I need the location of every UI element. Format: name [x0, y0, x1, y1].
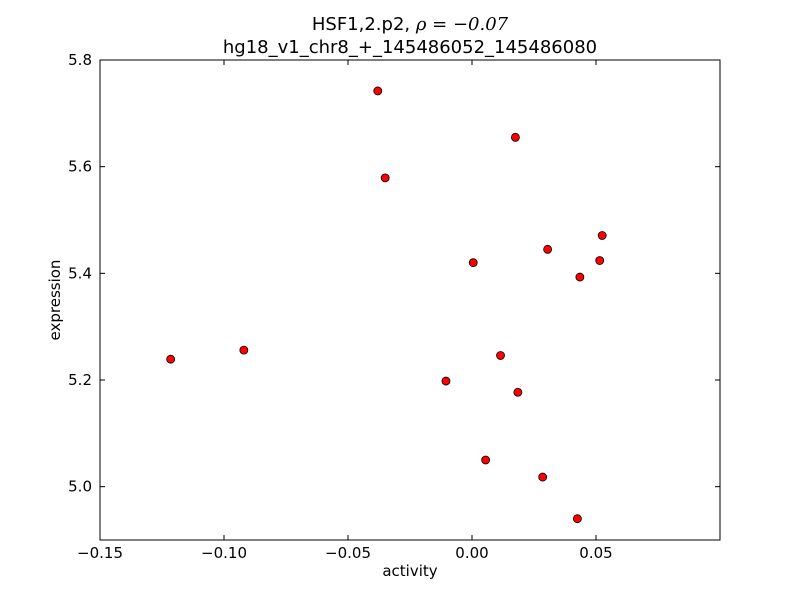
data-point: [573, 514, 582, 524]
x-tick-label: −0.05: [325, 544, 371, 562]
data-point: [575, 272, 585, 282]
y-tick-label: 5.2: [68, 371, 92, 389]
data-point: [441, 376, 451, 386]
data-point: [543, 244, 553, 254]
chart-title-rho: ρ = −0.07: [415, 14, 509, 35]
data-point: [166, 354, 176, 364]
data-point: [239, 345, 249, 355]
chart-title-prefix: HSF1,2.p2,: [312, 14, 416, 35]
x-tick-label: −0.10: [201, 544, 247, 562]
chart-title: HSF1,2.p2, ρ = −0.07: [312, 14, 509, 35]
y-axis-label: expression: [46, 260, 64, 341]
chart-subtitle: hg18_v1_chr8_+_145486052_145486080: [223, 37, 597, 58]
y-axis-ticks: 5.0 5.2 5.4 5.6 5.8: [68, 51, 720, 496]
data-point: [511, 132, 520, 142]
data-point: [468, 258, 478, 268]
x-axis-ticks: −0.15 −0.10 −0.05 0.00 0.05: [77, 60, 613, 562]
x-tick-label: −0.15: [77, 544, 123, 562]
x-tick-label: 0.05: [579, 544, 612, 562]
data-point: [481, 455, 491, 465]
data-point: [373, 86, 383, 96]
x-axis-label: activity: [382, 562, 437, 580]
x-tick-label: 0.00: [455, 544, 488, 562]
y-tick-label: 5.0: [68, 478, 92, 496]
data-point: [597, 231, 607, 240]
y-tick-label: 5.4: [68, 264, 92, 282]
y-tick-label: 5.8: [68, 51, 92, 69]
data-point: [595, 256, 605, 265]
plot-area: [99, 59, 721, 541]
data-point: [380, 173, 390, 183]
y-tick-label: 5.6: [68, 158, 92, 176]
data-point: [513, 387, 523, 397]
data-points: [166, 86, 607, 524]
data-point: [496, 351, 505, 360]
data-point: [538, 472, 548, 482]
